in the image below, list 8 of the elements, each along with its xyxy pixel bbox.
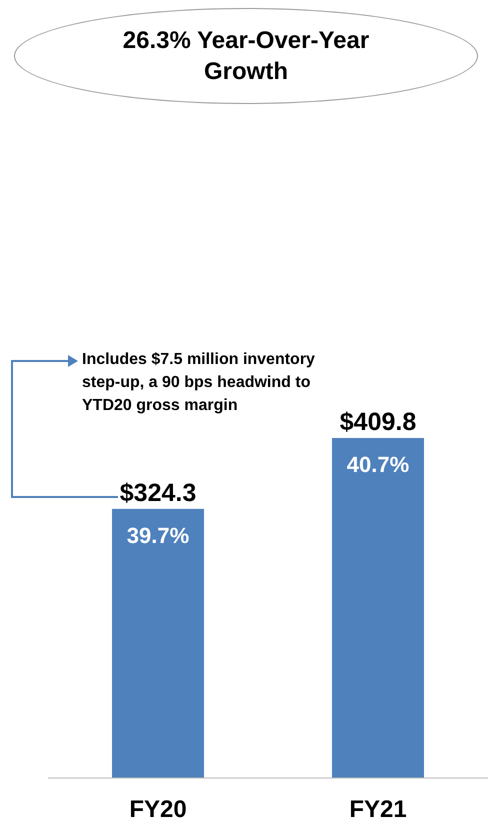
x-tick-label: FY21 <box>349 796 407 824</box>
text: Includes $7.5 million inventory step-up, a 90 bps headwind to YTD20 gross margin <box>82 350 316 416</box>
x-tick-label: FY20 <box>129 796 187 824</box>
data-label: $324.3 <box>120 478 196 507</box>
annotation: 40.7% <box>346 452 410 477</box>
chart-title: 26.3% Year-Over-Year Growth <box>122 26 370 87</box>
data-label: $409.8 <box>340 408 416 436</box>
annotation: 39.7% <box>126 522 190 548</box>
